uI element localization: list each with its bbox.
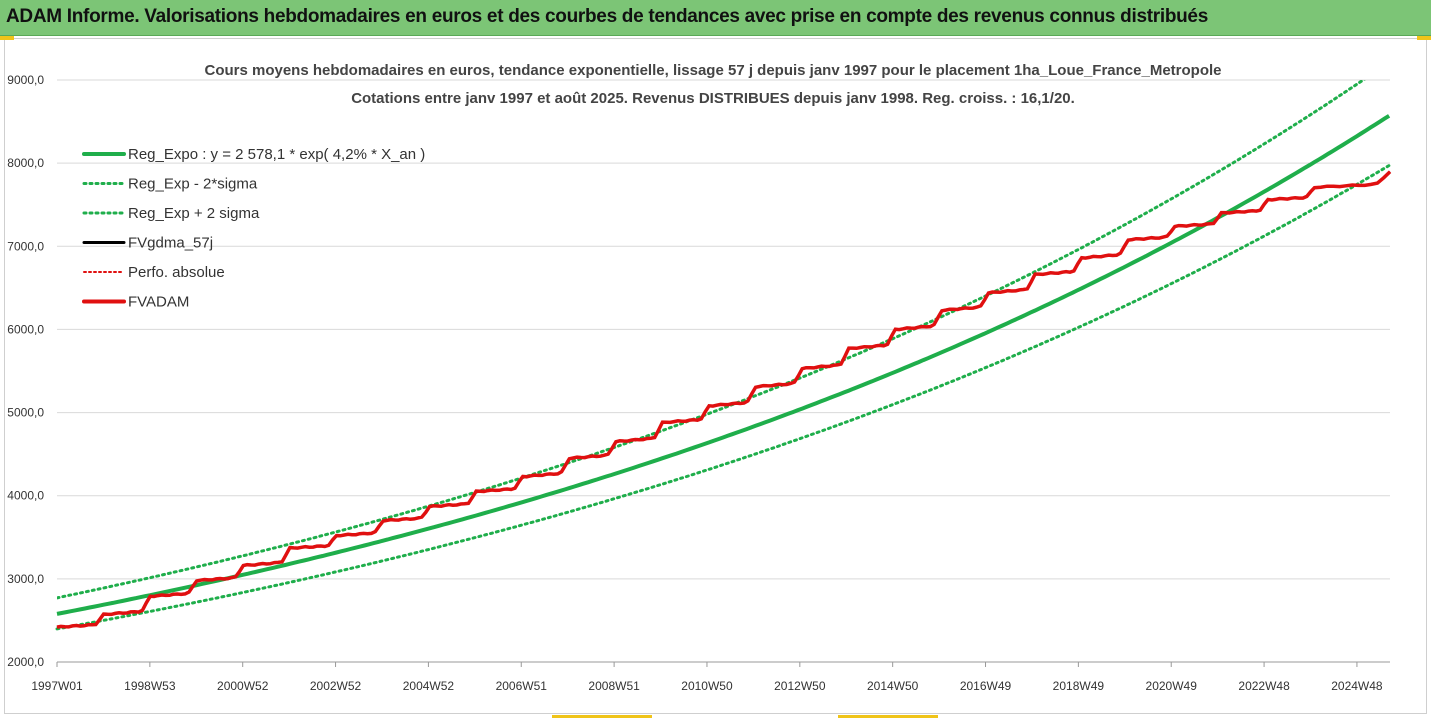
legend: Reg_Expo : y = 2 578,1 * exp( 4,2% * X_a… bbox=[82, 146, 425, 311]
x-tick-label: 2012W50 bbox=[774, 679, 826, 693]
y-tick-label: 3000,0 bbox=[7, 572, 44, 586]
legend-reg-expo-label: Reg_Expo : y = 2 578,1 * exp( 4,2% * X_a… bbox=[128, 146, 425, 163]
x-tick-label: 2000W52 bbox=[217, 679, 269, 693]
y-tick-label: 9000,0 bbox=[7, 73, 44, 87]
grid-lines bbox=[56, 79, 1390, 667]
x-tick-label: 2016W49 bbox=[960, 679, 1012, 693]
x-tick-label: 2014W50 bbox=[867, 679, 919, 693]
x-tick-label: 2010W50 bbox=[681, 679, 733, 693]
corner-mark-bottom-left bbox=[552, 715, 652, 718]
x-tick-label: 2004W52 bbox=[403, 679, 455, 693]
chart-title: Cours moyens hebdomadaires en euros, ten… bbox=[204, 62, 1221, 79]
series-perfo-absolue bbox=[56, 171, 1391, 628]
legend-reg-exp-plus-label: Reg_Exp + 2 sigma bbox=[128, 205, 260, 222]
x-tick-label: 1998W53 bbox=[124, 679, 176, 693]
x-tick-label: 2002W52 bbox=[310, 679, 362, 693]
corner-mark-bottom-right bbox=[838, 715, 938, 718]
chart-subtitle: Cotations entre janv 1997 et août 2025. … bbox=[351, 90, 1075, 107]
x-tick-label: 2018W49 bbox=[1053, 679, 1105, 693]
y-tick-label: 8000,0 bbox=[7, 156, 44, 170]
legend-reg-exp-minus-label: Reg_Exp - 2*sigma bbox=[128, 176, 258, 193]
banner-title: ADAM Informe. Valorisations hebdomadaire… bbox=[6, 6, 1208, 27]
series-fvgdma-57j bbox=[56, 170, 1391, 629]
series-reg-exp-plus-2-sigma bbox=[57, 80, 1366, 600]
legend-fvadam-label: FVADAM bbox=[128, 294, 189, 311]
corner-mark-top-right bbox=[1417, 36, 1431, 40]
banner: ADAM Informe. Valorisations hebdomadaire… bbox=[0, 0, 1431, 36]
corner-mark-top-left bbox=[0, 36, 14, 40]
x-tick-label: 1997W01 bbox=[31, 679, 83, 693]
chart-frame bbox=[4, 38, 1427, 714]
y-tick-label: 4000,0 bbox=[7, 489, 44, 503]
series-reg-exp-minus-2-sigma bbox=[55, 164, 1391, 631]
x-tick-label: 2008W51 bbox=[588, 679, 640, 693]
y-tick-labels: 2000,0 3000,0 4000,0 5000,0 6000,0 7000,0 8000… bbox=[7, 73, 44, 669]
series-fvadam bbox=[56, 170, 1392, 629]
y-tick-label: 7000,0 bbox=[7, 239, 44, 253]
x-tick-labels: 1997W01 1998W53 2000W52 2002W52 2004W52 2006W… bbox=[31, 679, 1383, 693]
x-tick-label: 2022W48 bbox=[1238, 679, 1290, 693]
y-tick-label: 2000,0 bbox=[7, 655, 44, 669]
x-tick-label: 2020W49 bbox=[1146, 679, 1198, 693]
legend-fvgdma-label: FVgdma_57j bbox=[128, 235, 213, 252]
y-tick-label: 5000,0 bbox=[7, 406, 44, 420]
legend-perfo-label: Perfo. absolue bbox=[128, 264, 225, 281]
series-reg-expo bbox=[56, 114, 1391, 616]
y-tick-label: 6000,0 bbox=[7, 322, 44, 336]
x-tick-label: 2006W51 bbox=[496, 679, 548, 693]
series-lines bbox=[55, 80, 1392, 631]
x-tick-label: 2024W48 bbox=[1331, 679, 1383, 693]
